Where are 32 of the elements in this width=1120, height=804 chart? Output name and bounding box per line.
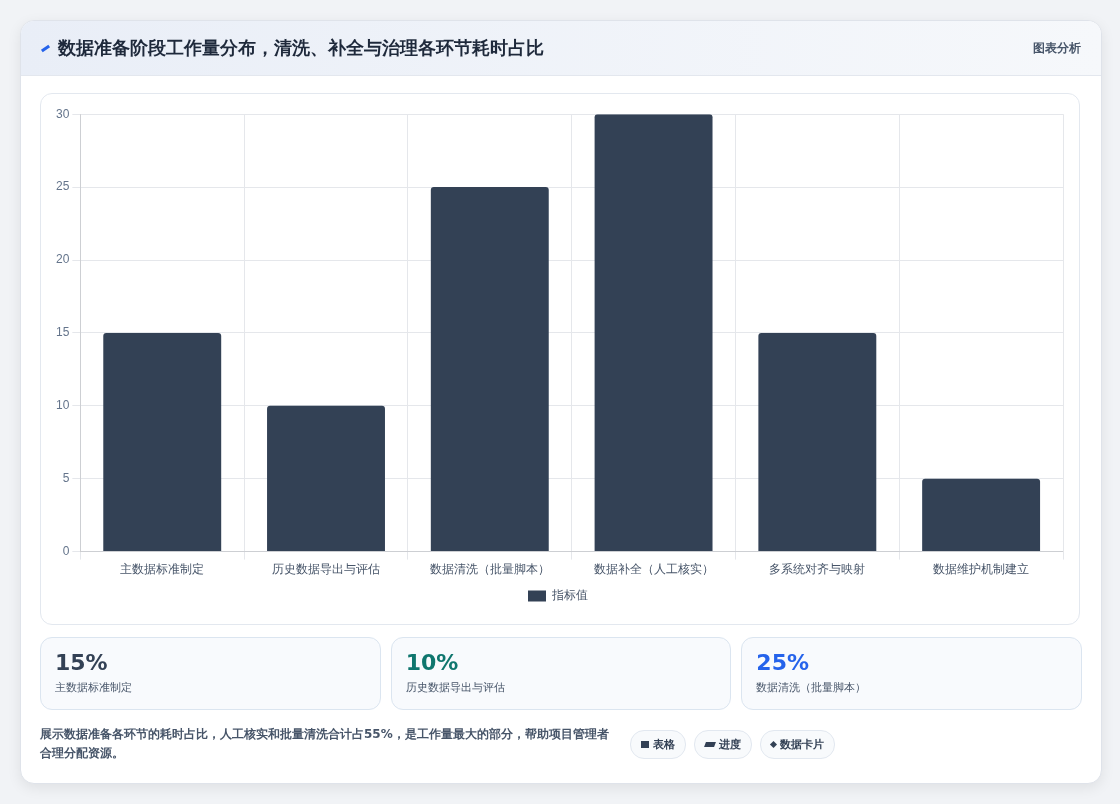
text: 进度 (719, 736, 741, 752)
bar (267, 405, 385, 552)
y-tick-label: 15 (55, 325, 70, 340)
bar (594, 114, 713, 552)
chart-title: 数据准备阶段工作量分布，清洗、补全与治理各环节耗时占比 (58, 36, 545, 60)
bar (758, 332, 877, 552)
bar (922, 478, 1041, 552)
bar (430, 187, 549, 552)
y-tick-label: 25 (55, 179, 70, 194)
category-label: 历史数据导出与评估 (405, 680, 506, 695)
x-tick-label: 历史数据导出与评估 (272, 561, 381, 576)
x-tick-label: 数据清洗（批量脚本） (429, 561, 550, 576)
x-tick-label: 多系统对齐与映射 (769, 561, 866, 576)
y-tick-label: 30 (55, 106, 70, 121)
text: 25% (756, 650, 810, 675)
text: 数据卡片 (780, 736, 824, 752)
x-tick-label: 数据补全（人工核实） (593, 561, 714, 576)
text: 图表分析 (1033, 39, 1081, 57)
y-tick-label: 20 (55, 252, 70, 267)
text: 15% (55, 650, 108, 675)
x-tick-label: 数据维护机制建立 (933, 561, 1030, 576)
text: 10% (405, 650, 459, 675)
text: 表格 (653, 736, 675, 752)
category-label: 主数据标准制定 (55, 680, 133, 695)
y-tick-label: 0 (62, 543, 70, 558)
y-tick-label: 5 (62, 471, 70, 486)
category-label: 数据清洗（批量脚本） (756, 680, 868, 695)
x-tick-label: 主数据标准制定 (120, 561, 205, 576)
bar (103, 332, 222, 552)
text: 展示数据准备各环节的耗时占比，人工核实和批量清洗合计占55%，是工作量最大的部分，帮助项目管理者合理分配资源。 (40, 726, 610, 762)
y-tick-label: 10 (55, 398, 70, 413)
legend-label: 指标值 (551, 588, 588, 603)
